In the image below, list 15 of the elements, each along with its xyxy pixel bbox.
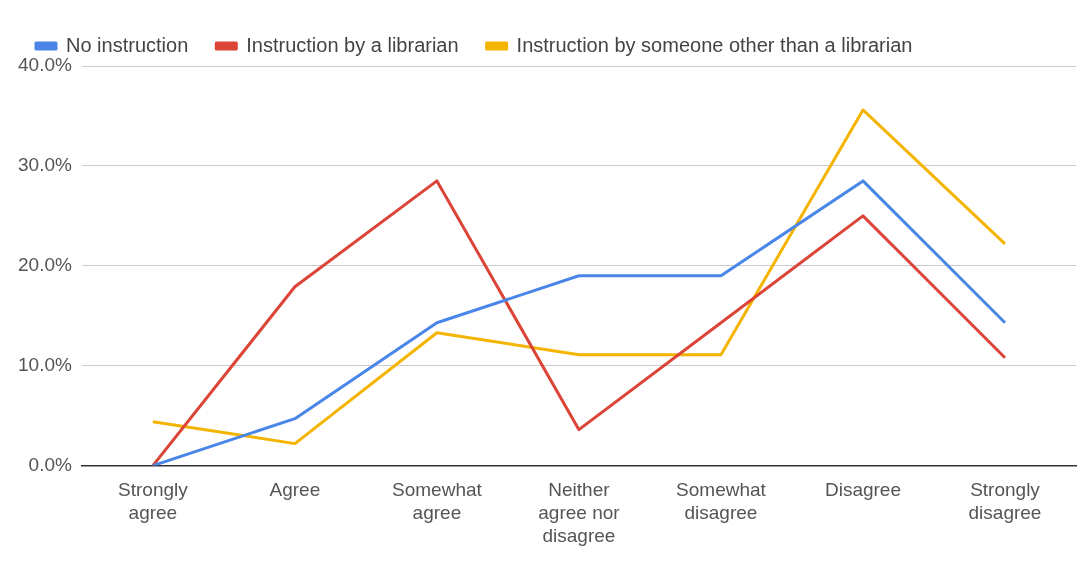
legend-label: No instruction [66,33,189,56]
legend-label: Instruction by a librarian [246,33,459,56]
x-tick-label: Neither agree nor disagree [538,479,621,546]
x-tick-label: Strongly agree [118,479,189,524]
x-tick-label: Strongly disagree [968,479,1042,524]
x-tick-label: Somewhat agree [392,479,483,524]
x-tick-label: Agree [269,479,321,501]
legend-label: Instruction by someone other than a librarian [516,33,913,56]
y-tick-label: 40.0% [18,54,72,76]
y-tick-label: 0.0% [28,453,72,475]
y-tick-label: 20.0% [18,254,72,276]
y-tick-label: 30.0% [18,154,72,176]
y-tick-label: 10.0% [18,353,72,375]
x-tick-label: Somewhat disagree [676,479,767,524]
x-tick-label: Disagree [824,479,901,501]
